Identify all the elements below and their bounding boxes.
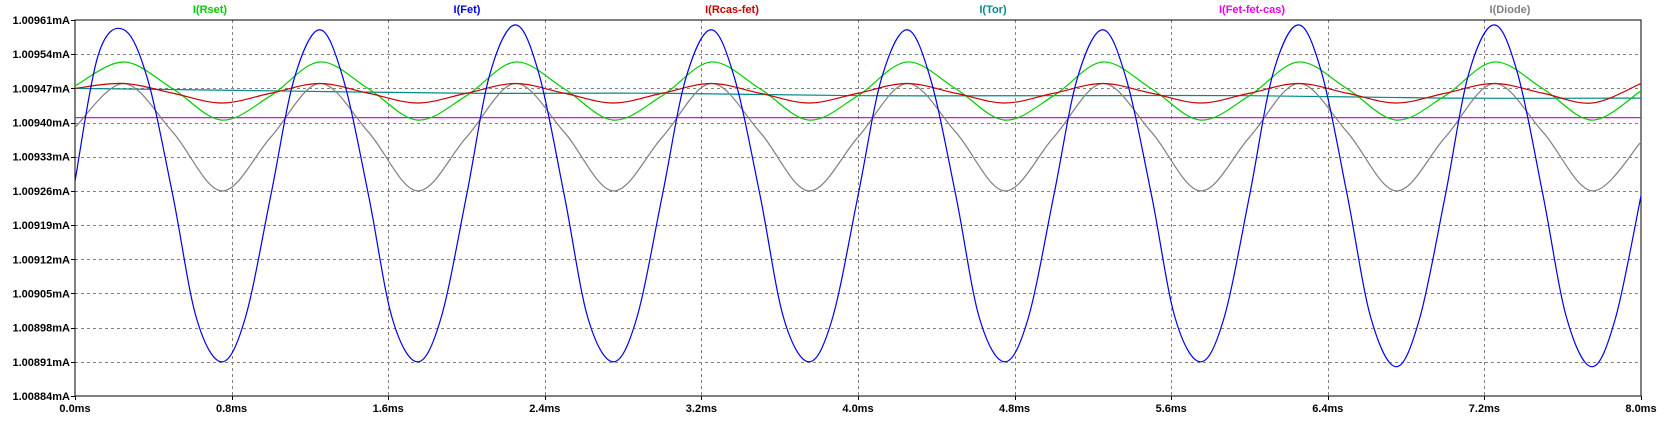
x-tick-label: 4.8ms xyxy=(999,403,1030,415)
y-tick-label: 1.00961mA xyxy=(13,15,71,27)
legend: I(Rset) I(Fet) I(Rcas-fet) I(Tor) I(Fet-fet-… xyxy=(193,4,1531,16)
series-i-rcas-fet xyxy=(74,82,1642,104)
y-tick-label: 1.00933mA xyxy=(13,152,71,164)
legend-label-i-diode: I(Diode) xyxy=(1490,4,1531,16)
trace-i-fet xyxy=(74,24,1642,368)
legend-label-i-fet-fet-cas: I(Fet-fet-cas) xyxy=(1219,4,1285,16)
y-tick-label: 1.00947mA xyxy=(13,83,71,95)
axes: 0.0ms 0.8ms 1.6ms 2.4ms 3.2ms 4.0ms 4.8ms 5.6ms… xyxy=(13,15,1657,415)
x-tick-label: 3.2ms xyxy=(686,403,717,415)
x-tick-label: 1.6ms xyxy=(373,403,404,415)
x-tick-label: 6.4ms xyxy=(1312,403,1343,415)
legend-label-i-rset: I(Rset) xyxy=(193,4,228,16)
series-i-rset xyxy=(74,61,1642,121)
x-tick-label: 0.0ms xyxy=(59,403,90,415)
y-tick-label: 1.00912mA xyxy=(13,254,71,266)
legend-label-i-fet: I(Fet) xyxy=(454,4,481,16)
x-tick-label: 4.0ms xyxy=(842,403,873,415)
x-tick-label: 2.4ms xyxy=(529,403,560,415)
y-tick-label: 1.00940mA xyxy=(13,118,71,130)
series-i-fet xyxy=(74,24,1642,368)
x-tick-label: 0.8ms xyxy=(216,403,247,415)
y-tick-label: 1.00905mA xyxy=(13,288,71,300)
y-tick-label: 1.00884mA xyxy=(13,391,71,403)
legend-label-i-tor: I(Tor) xyxy=(979,4,1007,16)
y-tick-label: 1.00919mA xyxy=(13,220,71,232)
trace-i-diode xyxy=(74,82,1642,192)
series-i-diode xyxy=(74,82,1642,192)
y-tick-label: 1.00926mA xyxy=(13,186,71,198)
trace-i-rset xyxy=(74,61,1642,121)
x-tick-label: 5.6ms xyxy=(1156,403,1187,415)
x-tick-label: 8.0ms xyxy=(1625,403,1656,415)
legend-label-i-rcas-fet: I(Rcas-fet) xyxy=(705,4,759,16)
series-traces xyxy=(74,24,1642,368)
grid xyxy=(75,20,1641,396)
y-tick-label: 1.00954mA xyxy=(13,49,71,61)
y-tick-label: 1.00898mA xyxy=(13,323,71,335)
y-tick-label: 1.00891mA xyxy=(13,357,71,369)
x-tick-label: 7.2ms xyxy=(1469,403,1500,415)
trace-i-rcas-fet xyxy=(74,82,1642,104)
